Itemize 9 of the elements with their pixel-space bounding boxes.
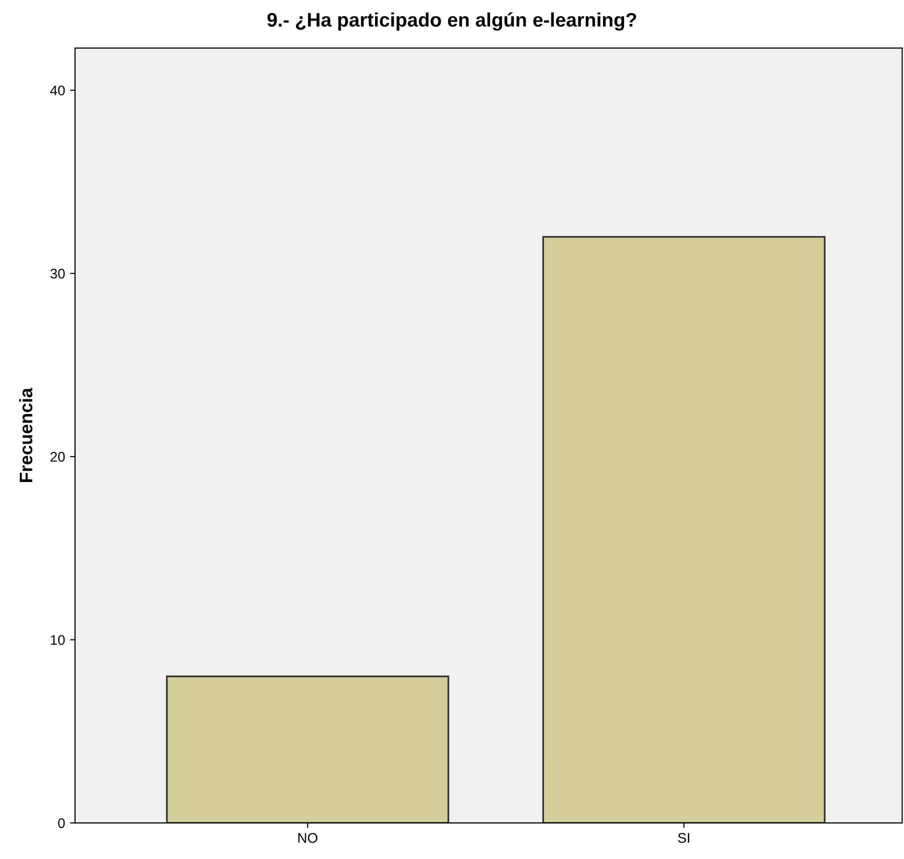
y-axis-title: Frecuencia	[19, 388, 32, 482]
y-tick-label: 20	[50, 452, 65, 462]
y-tick-label: 40	[50, 86, 65, 96]
x-tick-label: SI	[678, 833, 690, 843]
chart-title: 9.- ¿Ha participado en algún e-learning?	[267, 12, 636, 31]
y-tick-label: 30	[50, 268, 65, 279]
y-tick-label: 10	[50, 635, 65, 645]
y-tick-label: 0	[58, 818, 65, 828]
x-tick-label: NO	[298, 833, 318, 843]
